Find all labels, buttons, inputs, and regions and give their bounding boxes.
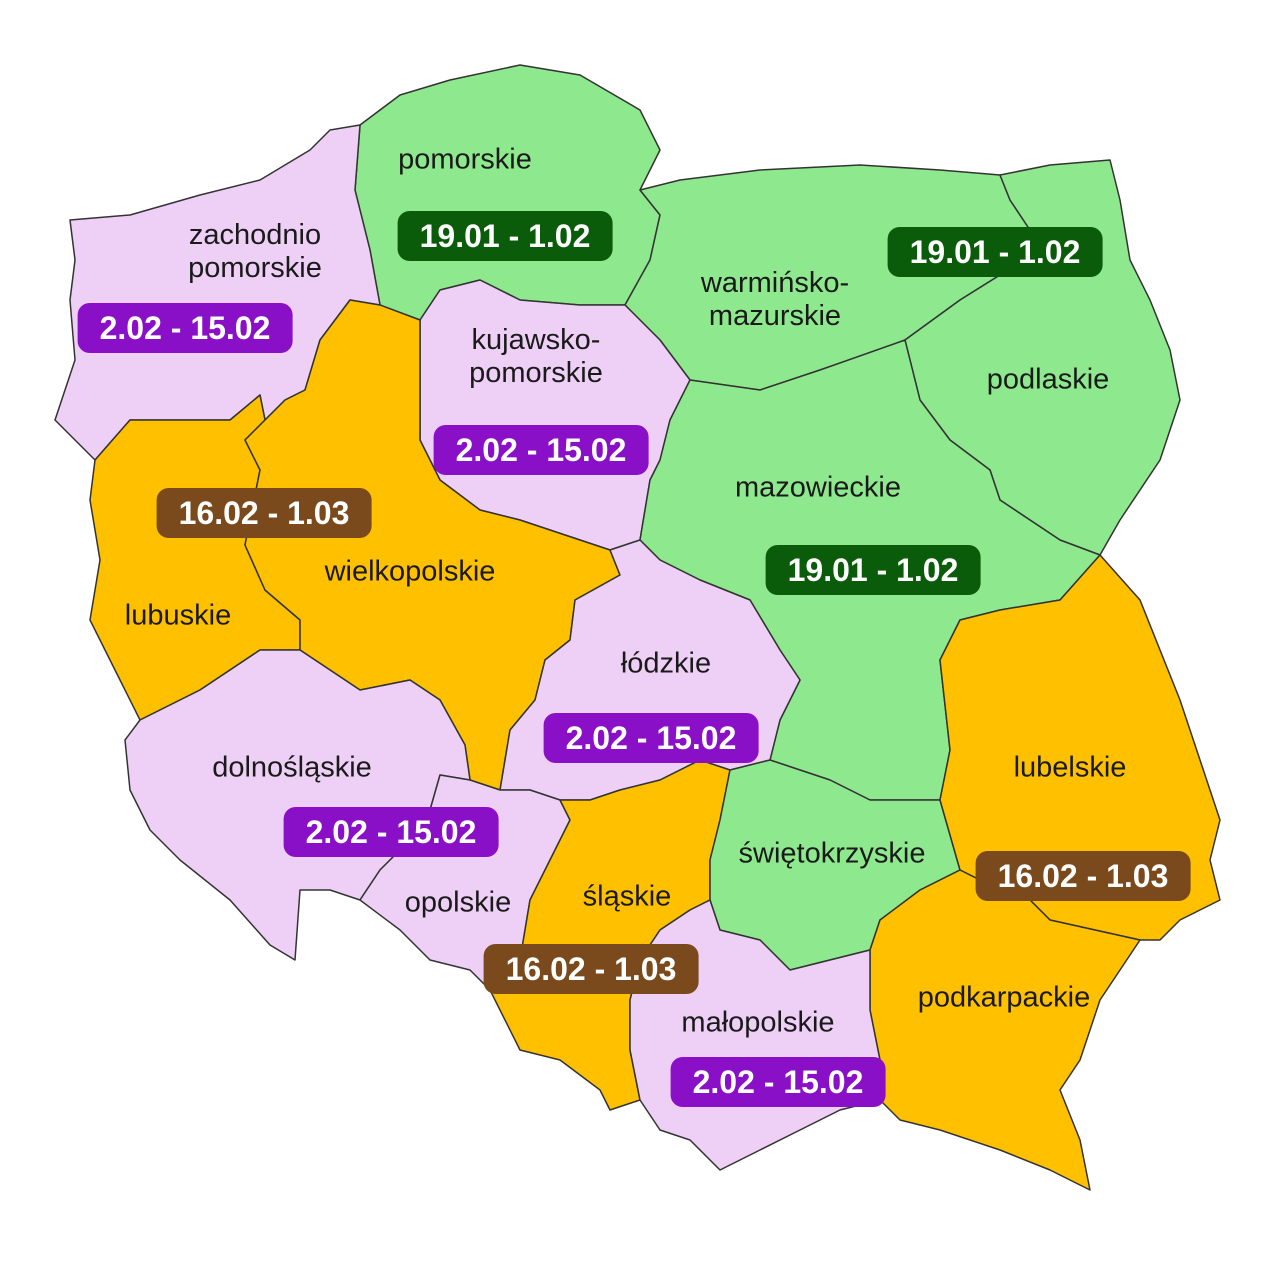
- region-label-mazowieckie: mazowieckie: [735, 471, 901, 504]
- region-label-slaskie: śląskie: [582, 880, 672, 913]
- holiday-dates-badge-malopolskie: 2.02 - 15.02: [670, 1057, 886, 1107]
- holiday-dates-badge-lubuskie: 16.02 - 1.03: [156, 488, 372, 538]
- region-label-warminsko-mazurskie: warmińsko- mazurskie: [700, 267, 850, 332]
- region-label-dolnoslaskie: dolnośląskie: [212, 751, 372, 784]
- region-label-lodzkie: łódzkie: [620, 647, 712, 680]
- holiday-dates-badge-pomorskie: 19.01 - 1.02: [397, 211, 613, 261]
- region-label-swietokrzyskie: świętokrzyskie: [738, 837, 926, 870]
- region-pomorskie: [354, 64, 661, 321]
- holiday-dates-badge-kujawsko-pomorskie: 2.02 - 15.02: [433, 425, 649, 475]
- region-label-podlaskie: podlaskie: [986, 363, 1110, 396]
- holiday-dates-badge-dolnoslaskie: 2.02 - 15.02: [283, 807, 499, 857]
- region-label-pomorskie: pomorskie: [398, 143, 532, 176]
- holiday-dates-badge-zachodniopomorskie: 2.02 - 15.02: [77, 303, 293, 353]
- holiday-dates-badge-lubelskie: 16.02 - 1.03: [975, 851, 1191, 901]
- holiday-dates-badge-mazowieckie: 19.01 - 1.02: [765, 545, 981, 595]
- region-label-kujawsko-pomorskie: kujawsko- pomorskie: [469, 324, 603, 389]
- region-label-malopolskie: małopolskie: [681, 1006, 835, 1039]
- holiday-dates-badge-lodzkie: 2.02 - 15.02: [543, 713, 759, 763]
- holiday-dates-badge-slaskie: 16.02 - 1.03: [483, 944, 699, 994]
- region-label-zachodniopomorskie: zachodnio pomorskie: [188, 219, 322, 284]
- holiday-dates-badge-warminsko-mazurskie: 19.01 - 1.02: [887, 227, 1103, 277]
- region-label-podkarpackie: podkarpackie: [917, 981, 1091, 1014]
- region-label-lubuskie: lubuskie: [124, 599, 232, 632]
- region-label-opolskie: opolskie: [404, 886, 512, 919]
- region-label-lubelskie: lubelskie: [1013, 751, 1127, 784]
- region-podkarpackie: [869, 869, 1141, 1191]
- region-label-wielkopolskie: wielkopolskie: [324, 555, 496, 588]
